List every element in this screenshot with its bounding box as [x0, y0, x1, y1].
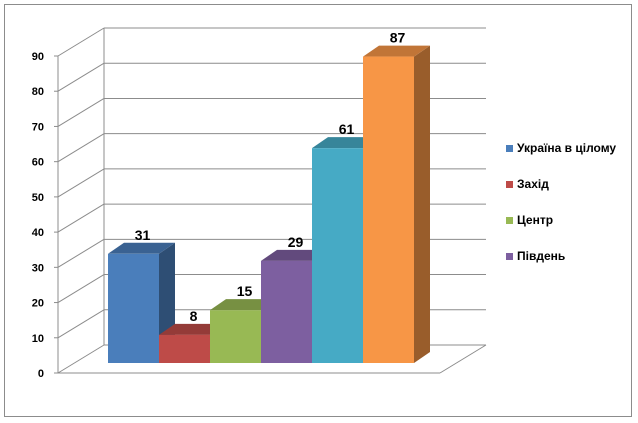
bar-top	[210, 299, 277, 311]
bar	[108, 242, 175, 363]
legend-item: Південь	[506, 248, 565, 264]
bar-top	[312, 137, 379, 149]
data-label: 29	[288, 234, 304, 250]
y-tick-label: 40	[32, 227, 44, 239]
gridline-depth	[57, 27, 105, 57]
bar-top	[363, 45, 430, 57]
gridline-depth	[57, 238, 105, 268]
floor-right-edge	[439, 344, 487, 374]
bar-front	[261, 260, 312, 363]
gridline-depth	[57, 203, 105, 233]
bar-side	[414, 45, 430, 364]
bar	[363, 45, 430, 364]
bar-front	[363, 56, 414, 364]
legend-label: Україна в цілому	[517, 141, 617, 155]
bar	[210, 299, 277, 363]
y-tick-label: 10	[32, 333, 44, 345]
legend-label: Центр	[517, 213, 554, 227]
data-labels: 31 8 15 29 61 87	[135, 30, 406, 324]
gridline-depth	[57, 168, 105, 198]
y-tick-label: 80	[32, 86, 44, 98]
legend-swatch	[506, 180, 513, 188]
y-tick-label: 90	[32, 51, 44, 63]
data-label: 87	[390, 30, 406, 46]
gridline-depth	[57, 62, 105, 92]
bar-top	[159, 323, 226, 335]
y-tick-label: 60	[32, 157, 44, 169]
y-tick-label: 50	[32, 192, 44, 204]
legend-swatch	[506, 252, 513, 260]
bar-front	[312, 148, 363, 363]
gridline-depth	[57, 274, 105, 303]
y-tick-label: 0	[38, 368, 44, 380]
bar-front	[108, 253, 159, 363]
legend-label: Захід	[517, 177, 549, 191]
gridline-depth	[57, 344, 105, 374]
bar-top	[108, 242, 175, 254]
bar-front	[159, 334, 210, 363]
bar-top	[261, 249, 328, 261]
y-tick-label: 70	[32, 121, 44, 133]
legend-item: Захід	[506, 176, 549, 192]
bar-front	[210, 310, 261, 363]
gridline-depth	[57, 309, 105, 339]
bars	[108, 45, 430, 364]
data-label: 31	[135, 227, 151, 243]
legend-item: Україна в цілому	[506, 140, 616, 156]
y-tick-label: 20	[32, 298, 44, 310]
y-axis-ticks: 0 10 20 30 40 50 60 70 80 90	[32, 51, 58, 380]
gridline-depth	[57, 98, 105, 127]
legend-swatch	[506, 216, 513, 224]
data-label: 15	[237, 283, 253, 299]
y-tick-label: 30	[32, 262, 44, 274]
data-label: 8	[190, 308, 198, 324]
legend-swatch	[506, 144, 513, 152]
axes	[57, 56, 487, 374]
legend-label: Південь	[517, 249, 566, 263]
legend-item: Центр	[506, 212, 553, 228]
gridline-depth	[57, 133, 105, 163]
data-label: 61	[339, 121, 355, 137]
